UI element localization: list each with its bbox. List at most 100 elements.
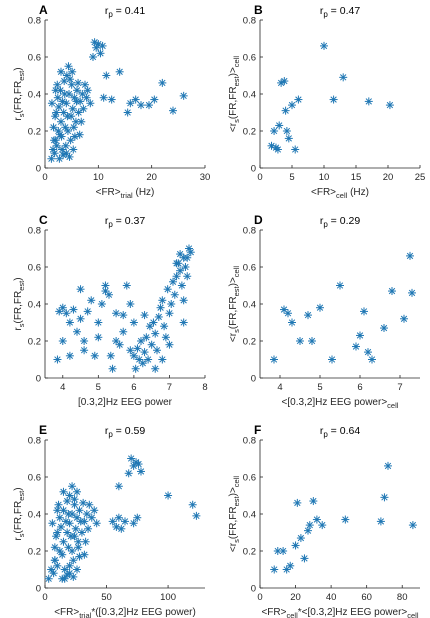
data-points	[53, 244, 195, 373]
data-point-marker	[296, 337, 304, 345]
data-point-marker	[288, 101, 296, 110]
data-point-marker	[277, 78, 286, 87]
data-point-marker	[62, 149, 71, 158]
panel-title: rp = 0.29	[320, 215, 361, 229]
data-point-marker	[73, 327, 81, 336]
data-point-marker	[140, 311, 149, 320]
data-point-marker	[179, 318, 188, 327]
data-point-marker	[114, 513, 123, 522]
data-point-marker	[384, 461, 392, 470]
data-point-marker	[188, 500, 197, 509]
data-point-marker	[53, 561, 62, 570]
data-point-marker	[107, 95, 116, 104]
x-tick-label: 0	[257, 592, 262, 603]
data-point-marker	[87, 296, 96, 305]
data-point-marker	[101, 287, 110, 296]
data-point-marker	[71, 524, 80, 533]
data-point-marker	[80, 337, 89, 345]
data-point-marker	[134, 460, 143, 469]
data-point-marker	[79, 104, 88, 113]
data-point-marker	[270, 127, 279, 135]
data-point-marker	[138, 359, 147, 368]
y-tick-label: 0.6	[28, 53, 41, 64]
x-tick-label: 10	[93, 172, 104, 183]
x-tick-label: 40	[326, 592, 337, 603]
y-tick-label: 0	[36, 374, 41, 385]
data-point-marker	[65, 561, 74, 570]
data-point-marker	[73, 86, 81, 95]
data-point-marker	[89, 53, 97, 61]
panel-title: rp = 0.59	[105, 425, 146, 439]
data-point-marker	[82, 510, 91, 518]
data-point-marker	[122, 281, 131, 290]
data-point-marker	[68, 547, 77, 555]
data-point-marker	[300, 554, 309, 563]
x-tick-label: 50	[101, 592, 112, 603]
data-point-marker	[58, 337, 67, 345]
data-point-marker	[69, 123, 78, 132]
data-point-marker	[74, 543, 83, 552]
data-point-marker	[76, 285, 85, 294]
data-point-marker	[181, 263, 190, 271]
data-point-marker	[65, 491, 74, 500]
data-point-marker	[44, 574, 53, 583]
data-point-marker	[172, 272, 181, 281]
data-point-marker	[144, 355, 153, 364]
x-tick-label: 20	[290, 592, 301, 603]
panel-title: rp = 0.47	[320, 5, 361, 19]
x-tick-label: 6	[131, 382, 136, 393]
data-point-marker	[131, 364, 140, 373]
data-point-marker	[65, 351, 74, 360]
data-point-marker	[339, 73, 348, 82]
panel-e: 0 50 100 0 0.2 0.4 0.6 0.8 <FR>trial*([0.3,2]Hz …	[13, 423, 205, 618]
data-point-marker	[52, 532, 61, 541]
panel-b: 0 5 10 15 20 25 0 0.2 0.4 0.6 0.8 <FR>cell (Hz) <rs(…	[228, 3, 425, 200]
data-point-marker	[284, 309, 292, 318]
data-point-marker	[308, 337, 316, 345]
x-tick-label: 25	[415, 172, 426, 183]
x-tick-label: 100	[160, 592, 176, 603]
data-point-marker	[388, 287, 396, 296]
x-tick-label: 15	[351, 172, 362, 183]
data-point-marker	[48, 519, 57, 528]
x-tick-label: 0	[42, 592, 47, 603]
data-point-marker	[385, 101, 394, 110]
data-point-marker	[320, 41, 328, 50]
data-point-marker	[356, 331, 364, 340]
x-tick-label: 10	[319, 172, 330, 183]
x-tick-label: 4	[277, 382, 282, 393]
data-point-marker	[281, 106, 290, 115]
y-tick-label: 0.6	[243, 53, 256, 64]
x-tick-label: 4	[60, 382, 65, 393]
y-tick-label: 0.2	[243, 127, 256, 138]
data-point-marker	[127, 454, 136, 463]
data-point-marker	[179, 91, 188, 100]
data-point-marker	[165, 340, 174, 349]
data-point-marker	[328, 355, 336, 364]
x-tick-label: 5	[96, 382, 101, 393]
data-points	[270, 251, 416, 364]
data-point-marker	[126, 346, 135, 355]
data-point-marker	[49, 569, 58, 578]
y-tick-label: 0.8	[28, 16, 41, 27]
y-tick-label: 0.8	[243, 16, 256, 27]
panel-title: rp = 0.41	[105, 5, 146, 19]
y-tick-label: 0.4	[243, 300, 256, 311]
data-point-marker	[57, 132, 66, 141]
y-tick-label: 0	[251, 584, 256, 595]
data-point-marker	[133, 344, 142, 353]
y-tick-label: 0.4	[28, 510, 41, 521]
data-point-marker	[154, 312, 163, 321]
data-point-marker	[58, 550, 67, 559]
data-point-marker	[69, 145, 78, 154]
data-point-marker	[77, 117, 86, 126]
panel-title: rp = 0.37	[105, 215, 146, 229]
data-point-marker	[69, 305, 78, 314]
data-point-marker	[58, 574, 67, 583]
data-point-marker	[55, 154, 64, 163]
data-point-marker	[74, 78, 83, 87]
data-point-marker	[380, 324, 388, 333]
x-tick-label: 7	[397, 382, 402, 393]
data-point-marker	[131, 95, 140, 104]
data-points	[44, 454, 201, 583]
